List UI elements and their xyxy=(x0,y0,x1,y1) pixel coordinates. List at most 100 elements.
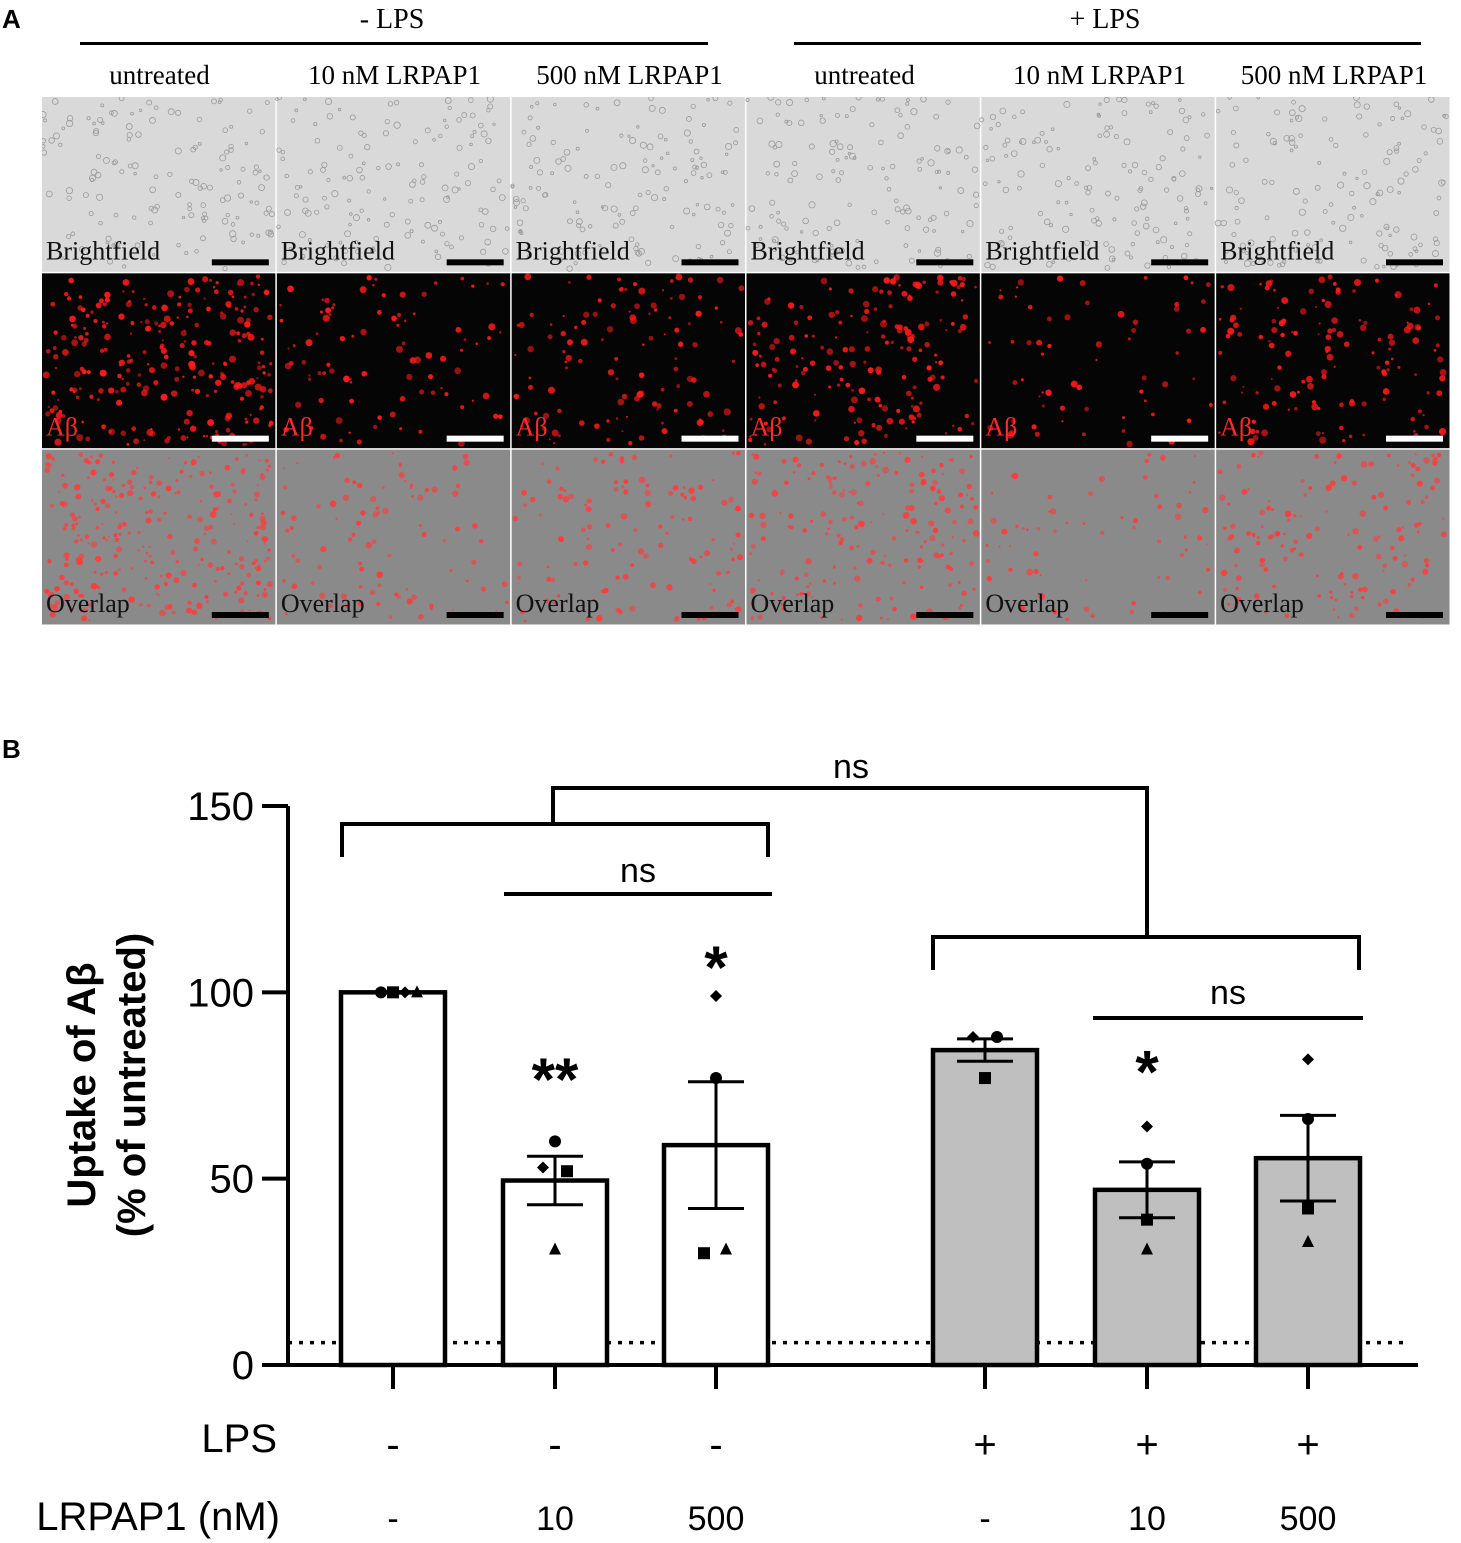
abeta-spot xyxy=(1317,333,1320,336)
abeta-spot xyxy=(527,384,534,390)
abeta-spot xyxy=(1416,530,1420,534)
cell-speck xyxy=(844,156,848,160)
abeta-spot xyxy=(1300,478,1305,483)
abeta-spot xyxy=(939,553,944,558)
cell-speck xyxy=(284,173,289,179)
cell-speck xyxy=(572,200,577,204)
abeta-spot xyxy=(1331,317,1338,324)
abeta-spot xyxy=(142,545,145,548)
abeta-spot xyxy=(69,582,74,587)
abeta-spot xyxy=(1235,586,1239,591)
abeta-spot xyxy=(1081,432,1086,437)
abeta-spot xyxy=(1269,279,1274,284)
abeta-spot xyxy=(916,530,920,534)
cell-speck xyxy=(461,112,468,119)
abeta-spot xyxy=(1413,306,1421,314)
cell-speck xyxy=(519,231,524,235)
abeta-spot xyxy=(1227,283,1235,292)
abeta-spot xyxy=(735,532,741,538)
micrograph-brightfield: Brightfield xyxy=(979,97,1215,272)
abeta-spot xyxy=(166,435,171,440)
cell-speck xyxy=(1295,114,1303,123)
abeta-spot xyxy=(807,477,811,481)
abeta-spot xyxy=(907,295,913,302)
cell-speck xyxy=(1418,242,1423,248)
abeta-spot xyxy=(241,467,246,473)
abeta-spot xyxy=(1173,306,1180,312)
cell-speck xyxy=(1378,242,1384,249)
abeta-spot xyxy=(803,366,808,372)
abeta-spot xyxy=(1361,596,1365,600)
abeta-spot xyxy=(1059,405,1066,411)
lps-value: + xyxy=(973,1423,996,1467)
abeta-spot xyxy=(95,302,102,309)
abeta-spot xyxy=(1184,548,1188,552)
cell-speck xyxy=(721,210,727,215)
abeta-spot xyxy=(136,467,139,470)
abeta-spot xyxy=(1258,450,1264,456)
lrpap1-value: 500 xyxy=(1280,1500,1337,1538)
cell-speck xyxy=(1224,260,1228,264)
abeta-spot xyxy=(533,411,538,416)
cell-speck xyxy=(966,253,972,260)
cell-speck xyxy=(1414,249,1419,253)
abeta-spot xyxy=(1328,590,1333,595)
abeta-spot xyxy=(171,610,176,615)
abeta-spot xyxy=(877,474,880,477)
cell-speck xyxy=(1306,243,1311,247)
cell-speck xyxy=(109,110,114,116)
abeta-spot xyxy=(876,424,883,431)
cell-speck xyxy=(1436,195,1442,201)
cell-speck xyxy=(1314,184,1321,191)
abeta-spot xyxy=(209,471,212,475)
abeta-spot xyxy=(1259,509,1266,516)
cell-speck xyxy=(133,171,137,176)
abeta-spot xyxy=(848,346,855,353)
abeta-spot xyxy=(820,277,828,285)
cell-speck xyxy=(905,101,910,106)
abeta-spot xyxy=(52,405,59,411)
abeta-spot xyxy=(279,318,284,323)
abeta-spot xyxy=(1377,602,1382,607)
abeta-spot xyxy=(1348,434,1353,439)
abeta-spot xyxy=(191,609,197,615)
abeta-spot xyxy=(125,368,131,373)
abeta-spot xyxy=(85,332,89,336)
cell-speck xyxy=(82,192,89,198)
abeta-spot xyxy=(75,395,80,400)
cell-speck xyxy=(669,224,675,230)
cell-speck xyxy=(249,200,253,204)
cell-speck xyxy=(560,156,567,162)
abeta-spot xyxy=(253,306,259,313)
cell-speck xyxy=(1388,233,1392,238)
cell-speck xyxy=(110,110,118,117)
cell-speck xyxy=(1017,170,1025,178)
abeta-spot xyxy=(906,390,912,397)
cell-speck xyxy=(636,125,640,129)
cell-speck xyxy=(229,230,237,238)
data-point-diamond xyxy=(710,990,722,1003)
row-label-lps: LPS xyxy=(201,1417,277,1461)
abeta-spot xyxy=(781,607,785,611)
abeta-spot xyxy=(131,469,137,476)
cell-speck xyxy=(88,211,94,217)
abeta-spot xyxy=(267,548,271,552)
abeta-spot xyxy=(73,588,79,594)
cell-speck xyxy=(1184,208,1189,214)
cell-speck xyxy=(1438,179,1446,187)
cell-speck xyxy=(1433,210,1440,216)
abeta-spot xyxy=(230,513,233,516)
abeta-spot xyxy=(127,530,132,535)
abeta-spot xyxy=(794,379,798,382)
data-point-triangle xyxy=(549,1242,561,1255)
abeta-spot xyxy=(962,538,966,543)
abeta-spot xyxy=(1008,567,1013,572)
abeta-spot xyxy=(857,441,860,444)
abeta-spot xyxy=(56,398,60,402)
cell-speck xyxy=(451,186,459,194)
abeta-spot xyxy=(261,364,266,369)
abeta-spot xyxy=(638,476,646,484)
abeta-spot xyxy=(987,424,994,432)
abeta-spot xyxy=(116,399,123,406)
abeta-spot xyxy=(191,388,195,392)
